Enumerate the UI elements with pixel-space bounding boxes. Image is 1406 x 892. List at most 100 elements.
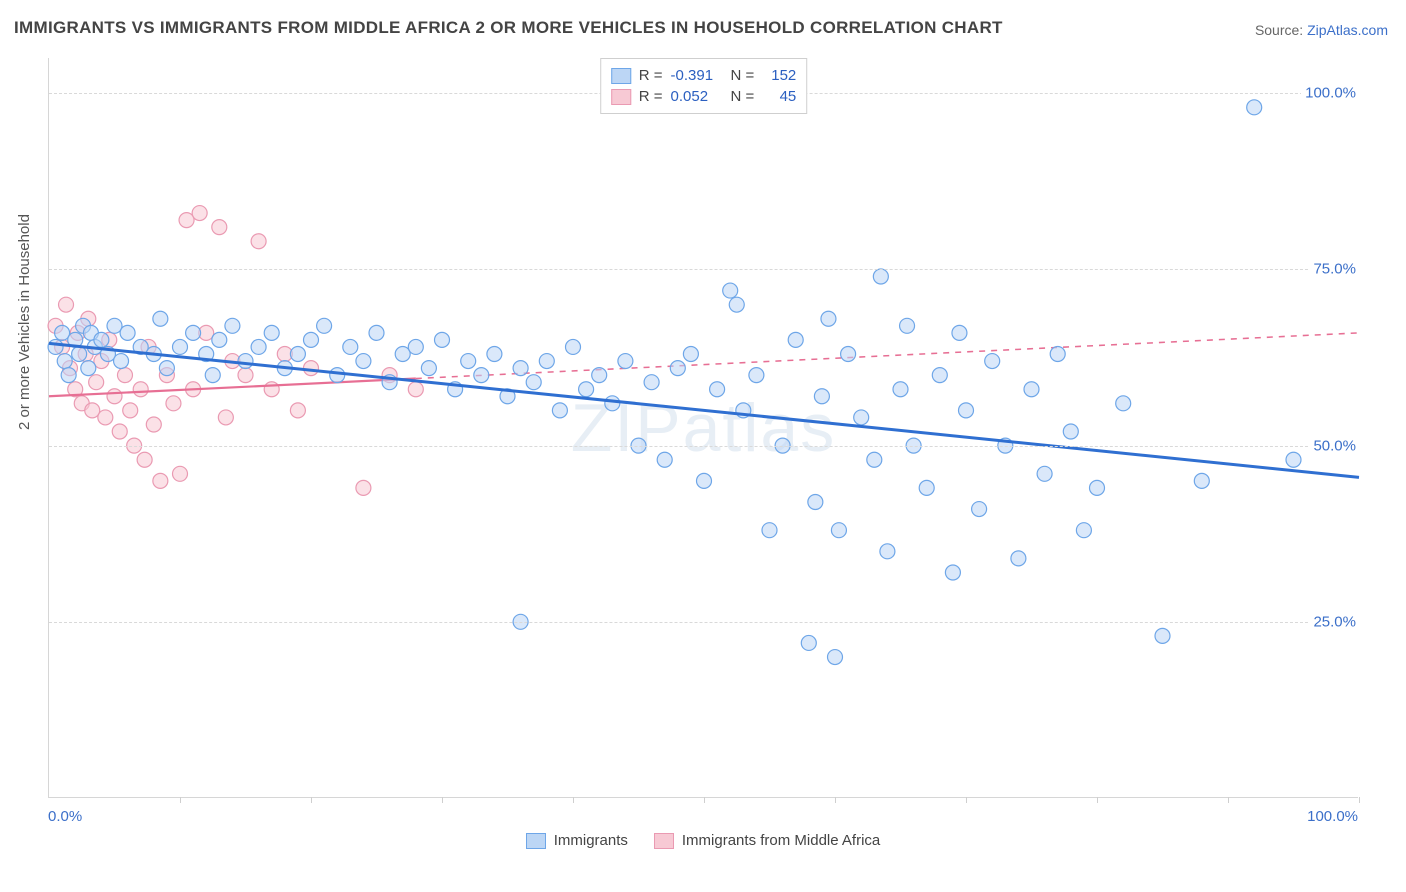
scatter-point	[474, 368, 489, 383]
scatter-point	[828, 650, 843, 665]
scatter-point	[579, 382, 594, 397]
y-tick-label: 100.0%	[1301, 85, 1360, 102]
legend-swatch-2-icon	[654, 833, 674, 849]
r-label: R =	[639, 67, 663, 84]
scatter-point	[1063, 424, 1078, 439]
scatter-point	[972, 502, 987, 517]
scatter-point	[408, 382, 423, 397]
scatter-point	[251, 234, 266, 249]
scatter-point	[788, 332, 803, 347]
n-value-1: 152	[762, 67, 796, 84]
chart-svg	[49, 58, 1358, 797]
scatter-point	[72, 347, 87, 362]
x-axis-max-label: 100.0%	[1307, 808, 1358, 825]
scatter-point	[592, 368, 607, 383]
scatter-point	[251, 339, 266, 354]
scatter-point	[552, 403, 567, 418]
x-tick-mark	[1359, 797, 1360, 803]
scatter-point	[81, 361, 96, 376]
legend-swatch-1-icon	[526, 833, 546, 849]
scatter-point	[1050, 347, 1065, 362]
x-tick-mark	[1097, 797, 1098, 803]
x-tick-mark	[1228, 797, 1229, 803]
scatter-point	[435, 332, 450, 347]
scatter-point	[107, 389, 122, 404]
scatter-point	[408, 339, 423, 354]
scatter-point	[114, 354, 129, 369]
x-tick-mark	[704, 797, 705, 803]
scatter-point	[893, 382, 908, 397]
y-axis-label: 2 or more Vehicles in Household	[16, 214, 33, 430]
scatter-point	[959, 403, 974, 418]
scatter-point	[831, 523, 846, 538]
scatter-point	[670, 361, 685, 376]
scatter-point	[369, 325, 384, 340]
scatter-point	[330, 368, 345, 383]
scatter-point	[867, 452, 882, 467]
source-label: Source:	[1255, 22, 1307, 38]
scatter-point	[880, 544, 895, 559]
scatter-point	[513, 361, 528, 376]
scatter-point	[710, 382, 725, 397]
scatter-point	[61, 368, 76, 383]
scatter-point	[264, 382, 279, 397]
scatter-point	[218, 410, 233, 425]
scatter-point	[841, 347, 856, 362]
scatter-point	[112, 424, 127, 439]
scatter-point	[1194, 473, 1209, 488]
scatter-point	[238, 354, 253, 369]
scatter-point	[605, 396, 620, 411]
x-axis-min-label: 0.0%	[48, 808, 82, 825]
scatter-point	[212, 220, 227, 235]
source-value[interactable]: ZipAtlas.com	[1307, 22, 1388, 38]
scatter-point	[57, 354, 72, 369]
scatter-point	[89, 375, 104, 390]
scatter-point	[146, 417, 161, 432]
scatter-point	[356, 354, 371, 369]
scatter-point	[1155, 628, 1170, 643]
scatter-point	[153, 311, 168, 326]
scatter-point	[873, 269, 888, 284]
scatter-point	[952, 325, 967, 340]
scatter-point	[1076, 523, 1091, 538]
scatter-point	[290, 403, 305, 418]
chart-container: IMMIGRANTS VS IMMIGRANTS FROM MIDDLE AFR…	[0, 0, 1406, 892]
scatter-point	[729, 297, 744, 312]
scatter-point	[94, 332, 109, 347]
gridline-h	[49, 622, 1358, 623]
scatter-point	[290, 347, 305, 362]
scatter-point	[1116, 396, 1131, 411]
scatter-point	[683, 347, 698, 362]
plot-area: ZIPatlas R = -0.391 N = 152 R = 0.052 N …	[48, 58, 1358, 798]
scatter-point	[1037, 466, 1052, 481]
scatter-point	[1090, 480, 1105, 495]
scatter-point	[212, 332, 227, 347]
n-value-2: 45	[762, 88, 796, 105]
scatter-point	[821, 311, 836, 326]
bottom-legend: Immigrants Immigrants from Middle Africa	[0, 832, 1406, 849]
scatter-point	[356, 480, 371, 495]
scatter-point	[566, 339, 581, 354]
scatter-point	[153, 473, 168, 488]
trend-line-dashed	[416, 333, 1359, 379]
r-value-1: -0.391	[671, 67, 723, 84]
n-label: N =	[731, 67, 755, 84]
r-value-2: 0.052	[671, 88, 723, 105]
x-tick-mark	[311, 797, 312, 803]
scatter-point	[1024, 382, 1039, 397]
scatter-point	[166, 396, 181, 411]
scatter-point	[205, 368, 220, 383]
scatter-point	[539, 354, 554, 369]
scatter-point	[919, 480, 934, 495]
scatter-point	[461, 354, 476, 369]
scatter-point	[421, 361, 436, 376]
scatter-point	[123, 403, 138, 418]
y-tick-label: 75.0%	[1309, 261, 1360, 278]
n-label: N =	[731, 88, 755, 105]
scatter-point	[487, 347, 502, 362]
scatter-point	[762, 523, 777, 538]
scatter-point	[225, 318, 240, 333]
x-tick-mark	[966, 797, 967, 803]
stats-row-2: R = 0.052 N = 45	[611, 86, 797, 107]
scatter-point	[1286, 452, 1301, 467]
